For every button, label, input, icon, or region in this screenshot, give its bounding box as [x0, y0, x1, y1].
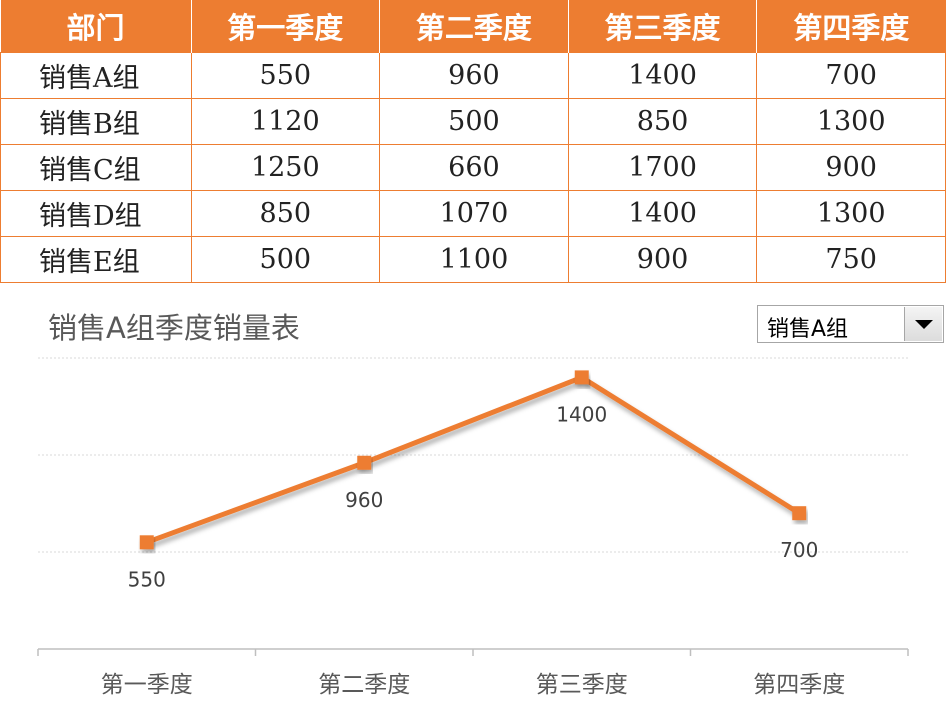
cell-value[interactable]: 1100 — [379, 236, 569, 283]
table-row: 销售C组 1250 660 1700 900 — [0, 144, 946, 191]
data-point-marker — [792, 506, 807, 521]
data-label: 1400 — [556, 402, 607, 426]
cell-value[interactable]: 1120 — [190, 98, 381, 145]
group-dropdown[interactable]: 销售A组 — [757, 305, 944, 343]
header-q4: 第四季度 — [756, 0, 946, 53]
chart-title: 销售A组季度销量表 — [48, 311, 300, 345]
cell-value[interactable]: 1400 — [567, 52, 758, 99]
cell-group[interactable]: 销售D组 — [0, 190, 192, 237]
x-axis: 第一季度 第二季度 第三季度 第四季度 — [37, 648, 909, 698]
cell-value[interactable]: 550 — [190, 52, 381, 99]
header-q2: 第二季度 — [379, 0, 569, 53]
cell-value[interactable]: 1250 — [190, 144, 381, 191]
cell-group[interactable]: 销售C组 — [0, 144, 192, 191]
cell-value[interactable]: 900 — [567, 236, 758, 283]
header-q1: 第一季度 — [190, 0, 380, 53]
cell-value[interactable]: 500 — [190, 236, 381, 283]
x-tick-label: 第一季度 — [101, 672, 193, 698]
cell-value[interactable]: 500 — [379, 98, 569, 145]
table-row: 销售E组 500 1100 900 750 — [0, 236, 946, 283]
data-label: 550 — [128, 567, 166, 591]
cell-group[interactable]: 销售A组 — [0, 52, 192, 99]
table-row: 销售B组 1120 500 850 1300 — [0, 98, 946, 145]
x-tick-label: 第二季度 — [318, 672, 410, 698]
data-point-marker — [139, 535, 154, 550]
line-chart: 第一季度 第二季度 第三季度 第四季度 550 960 1400 700 — [37, 357, 909, 698]
gridlines — [38, 357, 908, 553]
group-dropdown-value: 销售A组 — [767, 317, 849, 342]
data-point-marker — [357, 455, 372, 470]
table-row: 销售D组 850 1070 1400 1300 — [0, 190, 946, 237]
dropdown-arrow-icon[interactable] — [904, 307, 942, 341]
header-q3: 第三季度 — [567, 0, 757, 53]
cell-value[interactable]: 960 — [379, 52, 569, 99]
cell-value[interactable]: 700 — [756, 52, 946, 99]
cell-group[interactable]: 销售B组 — [0, 98, 192, 145]
cell-value[interactable]: 850 — [190, 190, 381, 237]
table-header-row: 部门 第一季度 第二季度 第三季度 第四季度 — [0, 0, 946, 53]
header-department: 部门 — [0, 0, 191, 53]
cell-value[interactable]: 900 — [756, 144, 946, 191]
data-label: 960 — [345, 488, 383, 512]
cell-value[interactable]: 1400 — [567, 190, 758, 237]
cell-value[interactable]: 750 — [756, 236, 946, 283]
series-line — [145, 374, 801, 545]
cell-group[interactable]: 销售E组 — [0, 236, 192, 283]
cell-value[interactable]: 1070 — [379, 190, 569, 237]
cell-value[interactable]: 1300 — [756, 190, 946, 237]
x-tick-label: 第三季度 — [536, 672, 628, 698]
sales-table: 部门 第一季度 第二季度 第三季度 第四季度 销售A组 550 960 1400… — [0, 0, 946, 283]
cell-value[interactable]: 660 — [379, 144, 569, 191]
data-label: 700 — [780, 538, 818, 562]
cell-value[interactable]: 1300 — [756, 98, 946, 145]
cell-value[interactable]: 1700 — [567, 144, 758, 191]
series-sales — [139, 370, 807, 550]
table-row: 销售A组 550 960 1400 700 — [0, 52, 946, 99]
cell-value[interactable]: 850 — [567, 98, 758, 145]
x-tick-label: 第四季度 — [753, 672, 845, 698]
data-labels: 550 960 1400 700 — [128, 402, 819, 591]
data-point-marker — [574, 370, 589, 385]
